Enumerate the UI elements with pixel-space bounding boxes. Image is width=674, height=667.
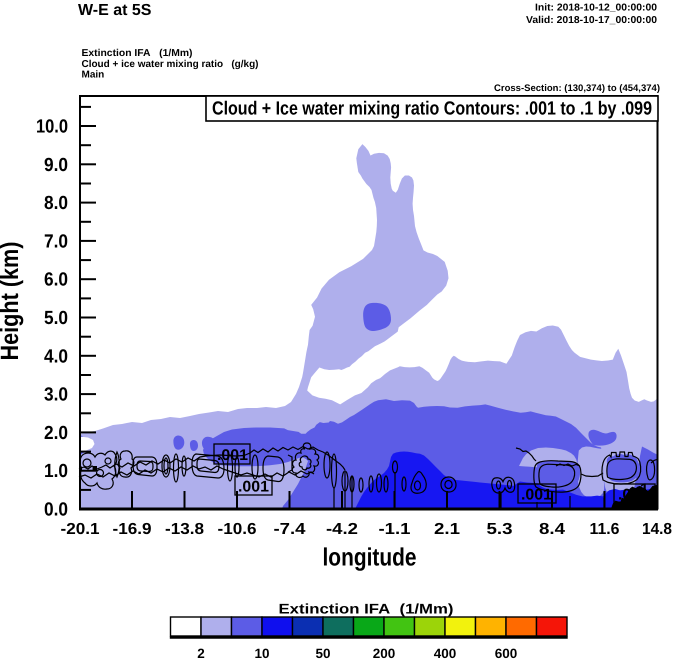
svg-text:Cross-Section: (130,374) to (4: Cross-Section: (130,374) to (454,374) (494, 83, 660, 94)
svg-text:3.0: 3.0 (44, 385, 68, 406)
svg-text:4.0: 4.0 (44, 346, 68, 367)
svg-text:7.0: 7.0 (44, 231, 68, 252)
svg-text:8.4: 8.4 (539, 521, 565, 538)
svg-text:1: 1 (640, 481, 649, 498)
svg-text:-10.6: -10.6 (218, 521, 257, 538)
svg-text:2: 2 (197, 646, 205, 661)
svg-text:5.0: 5.0 (44, 308, 68, 329)
svg-text:-13.8: -13.8 (165, 521, 204, 538)
svg-text:W-E at 5S: W-E at 5S (78, 2, 152, 19)
svg-text:Cloud + Ice water mixing ratio: Cloud + Ice water mixing ratio Contours:… (212, 99, 652, 120)
svg-text:11.6: 11.6 (590, 521, 620, 538)
svg-text:5.3: 5.3 (487, 521, 513, 538)
svg-text:Height (km): Height (km) (0, 242, 24, 361)
svg-text:10.0: 10.0 (36, 117, 68, 138)
svg-text:14.8: 14.8 (642, 521, 672, 538)
svg-text:longitude: longitude (323, 544, 417, 572)
svg-text:-16.9: -16.9 (113, 521, 152, 538)
svg-text:0.0: 0.0 (44, 500, 68, 521)
svg-text:400: 400 (434, 646, 457, 661)
svg-text:200: 200 (373, 646, 396, 661)
svg-text:Extinction IFA (1/Mm): Extinction IFA (1/Mm) (279, 601, 454, 617)
svg-text:1.0: 1.0 (44, 461, 68, 482)
svg-text:Main: Main (82, 70, 105, 81)
svg-text:Cloud + ice water mixing ratio: Cloud + ice water mixing ratio (g/kg) (82, 59, 259, 70)
svg-text:2.0: 2.0 (44, 423, 68, 444)
svg-text:.001: .001 (217, 447, 248, 464)
svg-text:-7.4: -7.4 (274, 521, 306, 538)
svg-text:Init: 2018-10-12_00:00:00: Init: 2018-10-12_00:00:00 (535, 3, 657, 14)
svg-text:600: 600 (495, 646, 518, 661)
svg-text:-1.1: -1.1 (379, 521, 411, 538)
svg-text:50: 50 (315, 646, 330, 661)
svg-text:10: 10 (254, 646, 269, 661)
svg-text:9.0: 9.0 (44, 155, 68, 176)
svg-text:2.1: 2.1 (434, 521, 460, 538)
svg-text:.001: .001 (521, 487, 552, 504)
svg-text:6.0: 6.0 (44, 270, 68, 291)
svg-text:-4.2: -4.2 (326, 521, 358, 538)
svg-text:Extinction IFA (1/Mm): Extinction IFA (1/Mm) (82, 48, 193, 59)
svg-text:-20.1: -20.1 (61, 521, 100, 538)
svg-text:Valid: 2018-10-17_00:00:00: Valid: 2018-10-17_00:00:00 (526, 15, 657, 26)
svg-text:.001: .001 (238, 479, 269, 496)
svg-text:8.0: 8.0 (44, 193, 68, 214)
